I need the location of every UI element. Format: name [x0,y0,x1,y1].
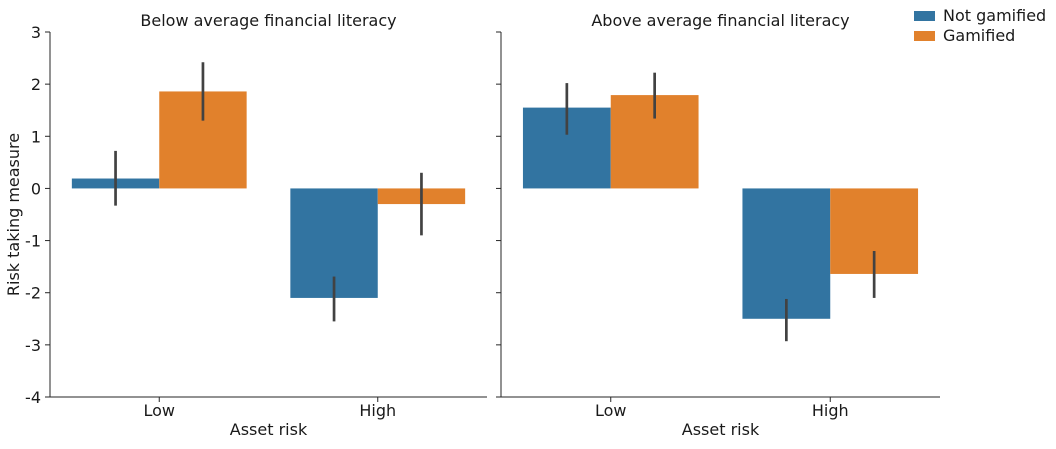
y-tick-label: 3 [31,23,41,42]
x-tick-label: Low [595,401,627,420]
y-tick-label: -2 [25,284,41,303]
x-tick-label: Low [143,401,175,420]
bar [742,188,831,319]
x-axis-label: Asset risk [230,420,308,439]
legend-label: Gamified [943,26,1015,45]
legend-swatch [914,31,935,41]
x-tick-label: High [812,401,849,420]
panel-title: Above average financial literacy [591,11,849,30]
legend-label: Not gamified [943,6,1046,25]
y-tick-label: 2 [31,75,41,94]
y-tick-label: -1 [25,232,41,251]
y-tick-label: -3 [25,336,41,355]
x-axis-label: Asset risk [682,420,760,439]
x-tick-label: High [359,401,396,420]
legend-swatch [914,11,935,21]
y-tick-label: 0 [31,179,41,198]
y-axis-label: Risk taking measure [4,133,23,296]
panel-title: Below average financial literacy [140,11,396,30]
y-tick-label: -4 [25,388,41,407]
y-tick-label: 1 [31,127,41,146]
